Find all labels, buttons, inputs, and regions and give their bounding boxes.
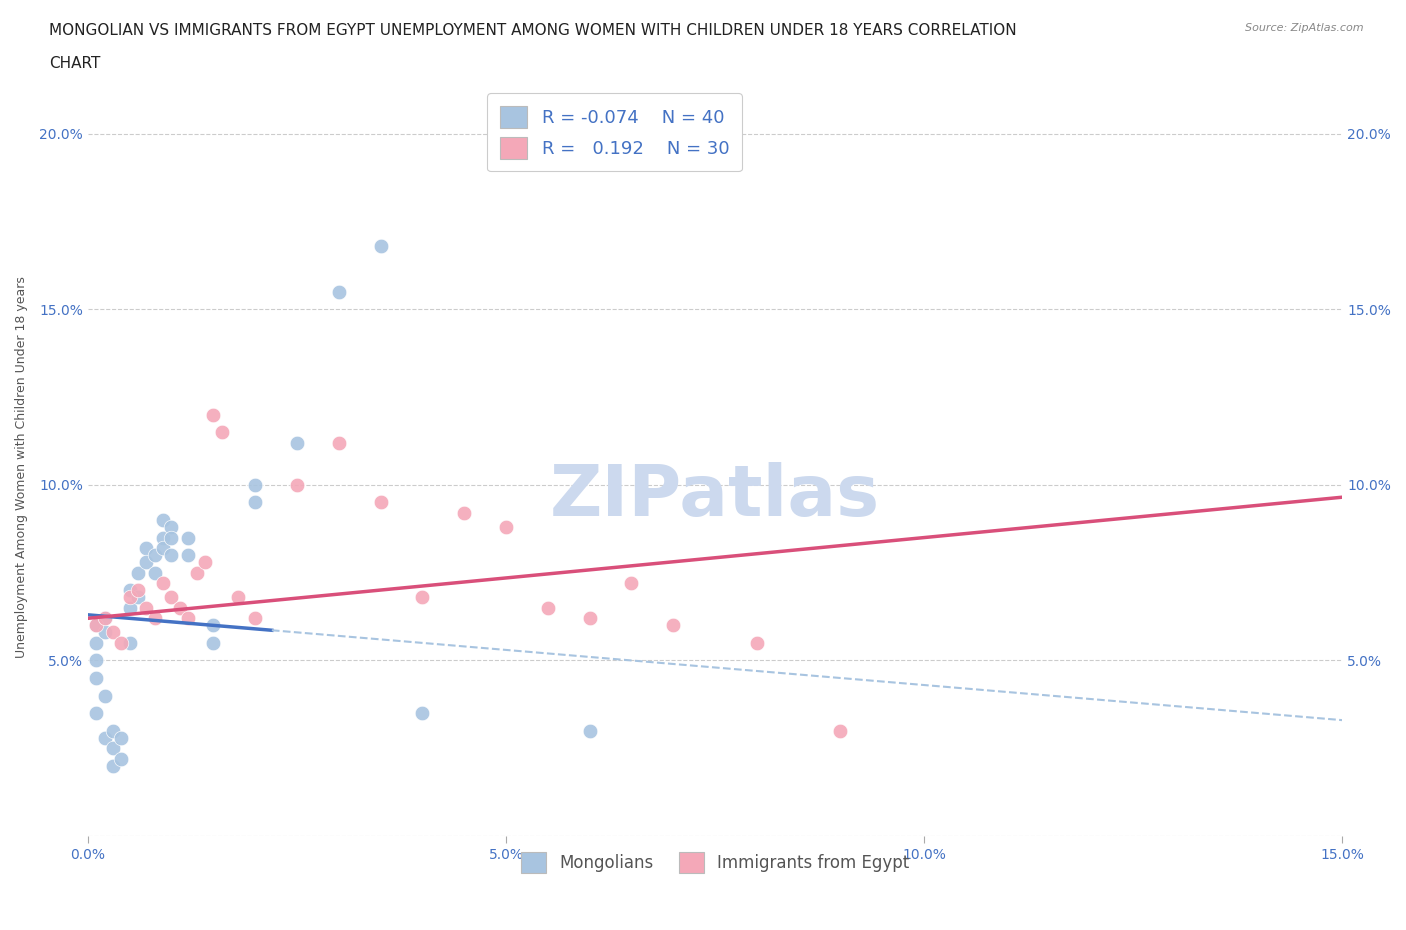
Point <box>620 576 643 591</box>
Point <box>93 611 115 626</box>
Point <box>118 590 141 604</box>
Point <box>101 758 124 773</box>
Point <box>328 435 350 450</box>
Point <box>93 730 115 745</box>
Point <box>84 671 107 685</box>
Point <box>93 625 115 640</box>
Point <box>370 239 392 254</box>
Point <box>411 706 433 721</box>
Point <box>135 540 157 555</box>
Point <box>228 590 250 604</box>
Point <box>578 724 600 738</box>
Point <box>177 611 200 626</box>
Y-axis label: Unemployment Among Women with Children Under 18 years: Unemployment Among Women with Children U… <box>15 276 28 658</box>
Point <box>152 576 174 591</box>
Point <box>135 601 157 616</box>
Point <box>118 635 141 650</box>
Point <box>127 590 149 604</box>
Point <box>243 611 266 626</box>
Point <box>194 554 217 569</box>
Point <box>177 548 200 563</box>
Point <box>101 625 124 640</box>
Point <box>160 530 183 545</box>
Point <box>101 724 124 738</box>
Point <box>101 741 124 756</box>
Point <box>285 435 308 450</box>
Point <box>127 565 149 580</box>
Point <box>453 506 475 521</box>
Point <box>84 618 107 632</box>
Point <box>186 565 208 580</box>
Point <box>160 548 183 563</box>
Point <box>152 540 174 555</box>
Text: CHART: CHART <box>49 56 101 71</box>
Point <box>143 548 166 563</box>
Point <box>745 635 768 650</box>
Point <box>495 520 517 535</box>
Point <box>84 706 107 721</box>
Point <box>537 601 560 616</box>
Point <box>110 751 132 766</box>
Point <box>202 618 225 632</box>
Point <box>110 635 132 650</box>
Point <box>243 477 266 492</box>
Point <box>110 730 132 745</box>
Text: MONGOLIAN VS IMMIGRANTS FROM EGYPT UNEMPLOYMENT AMONG WOMEN WITH CHILDREN UNDER : MONGOLIAN VS IMMIGRANTS FROM EGYPT UNEMP… <box>49 23 1017 38</box>
Point <box>370 495 392 510</box>
Point <box>84 653 107 668</box>
Point <box>177 530 200 545</box>
Point <box>411 590 433 604</box>
Point <box>127 583 149 598</box>
Point <box>118 601 141 616</box>
Point <box>152 512 174 527</box>
Point <box>169 601 191 616</box>
Point <box>328 285 350 299</box>
Text: Source: ZipAtlas.com: Source: ZipAtlas.com <box>1246 23 1364 33</box>
Point <box>152 530 174 545</box>
Point <box>84 635 107 650</box>
Point <box>202 407 225 422</box>
Point <box>160 590 183 604</box>
Point <box>143 611 166 626</box>
Text: ZIPatlas: ZIPatlas <box>550 462 880 531</box>
Point <box>93 688 115 703</box>
Point <box>662 618 685 632</box>
Point <box>118 583 141 598</box>
Point <box>160 520 183 535</box>
Point <box>211 425 233 440</box>
Point <box>143 565 166 580</box>
Point <box>578 611 600 626</box>
Point <box>285 477 308 492</box>
Point <box>135 554 157 569</box>
Point <box>93 611 115 626</box>
Legend: Mongolians, Immigrants from Egypt: Mongolians, Immigrants from Egypt <box>515 845 915 879</box>
Point <box>84 618 107 632</box>
Point <box>243 495 266 510</box>
Point <box>830 724 852 738</box>
Point <box>202 635 225 650</box>
